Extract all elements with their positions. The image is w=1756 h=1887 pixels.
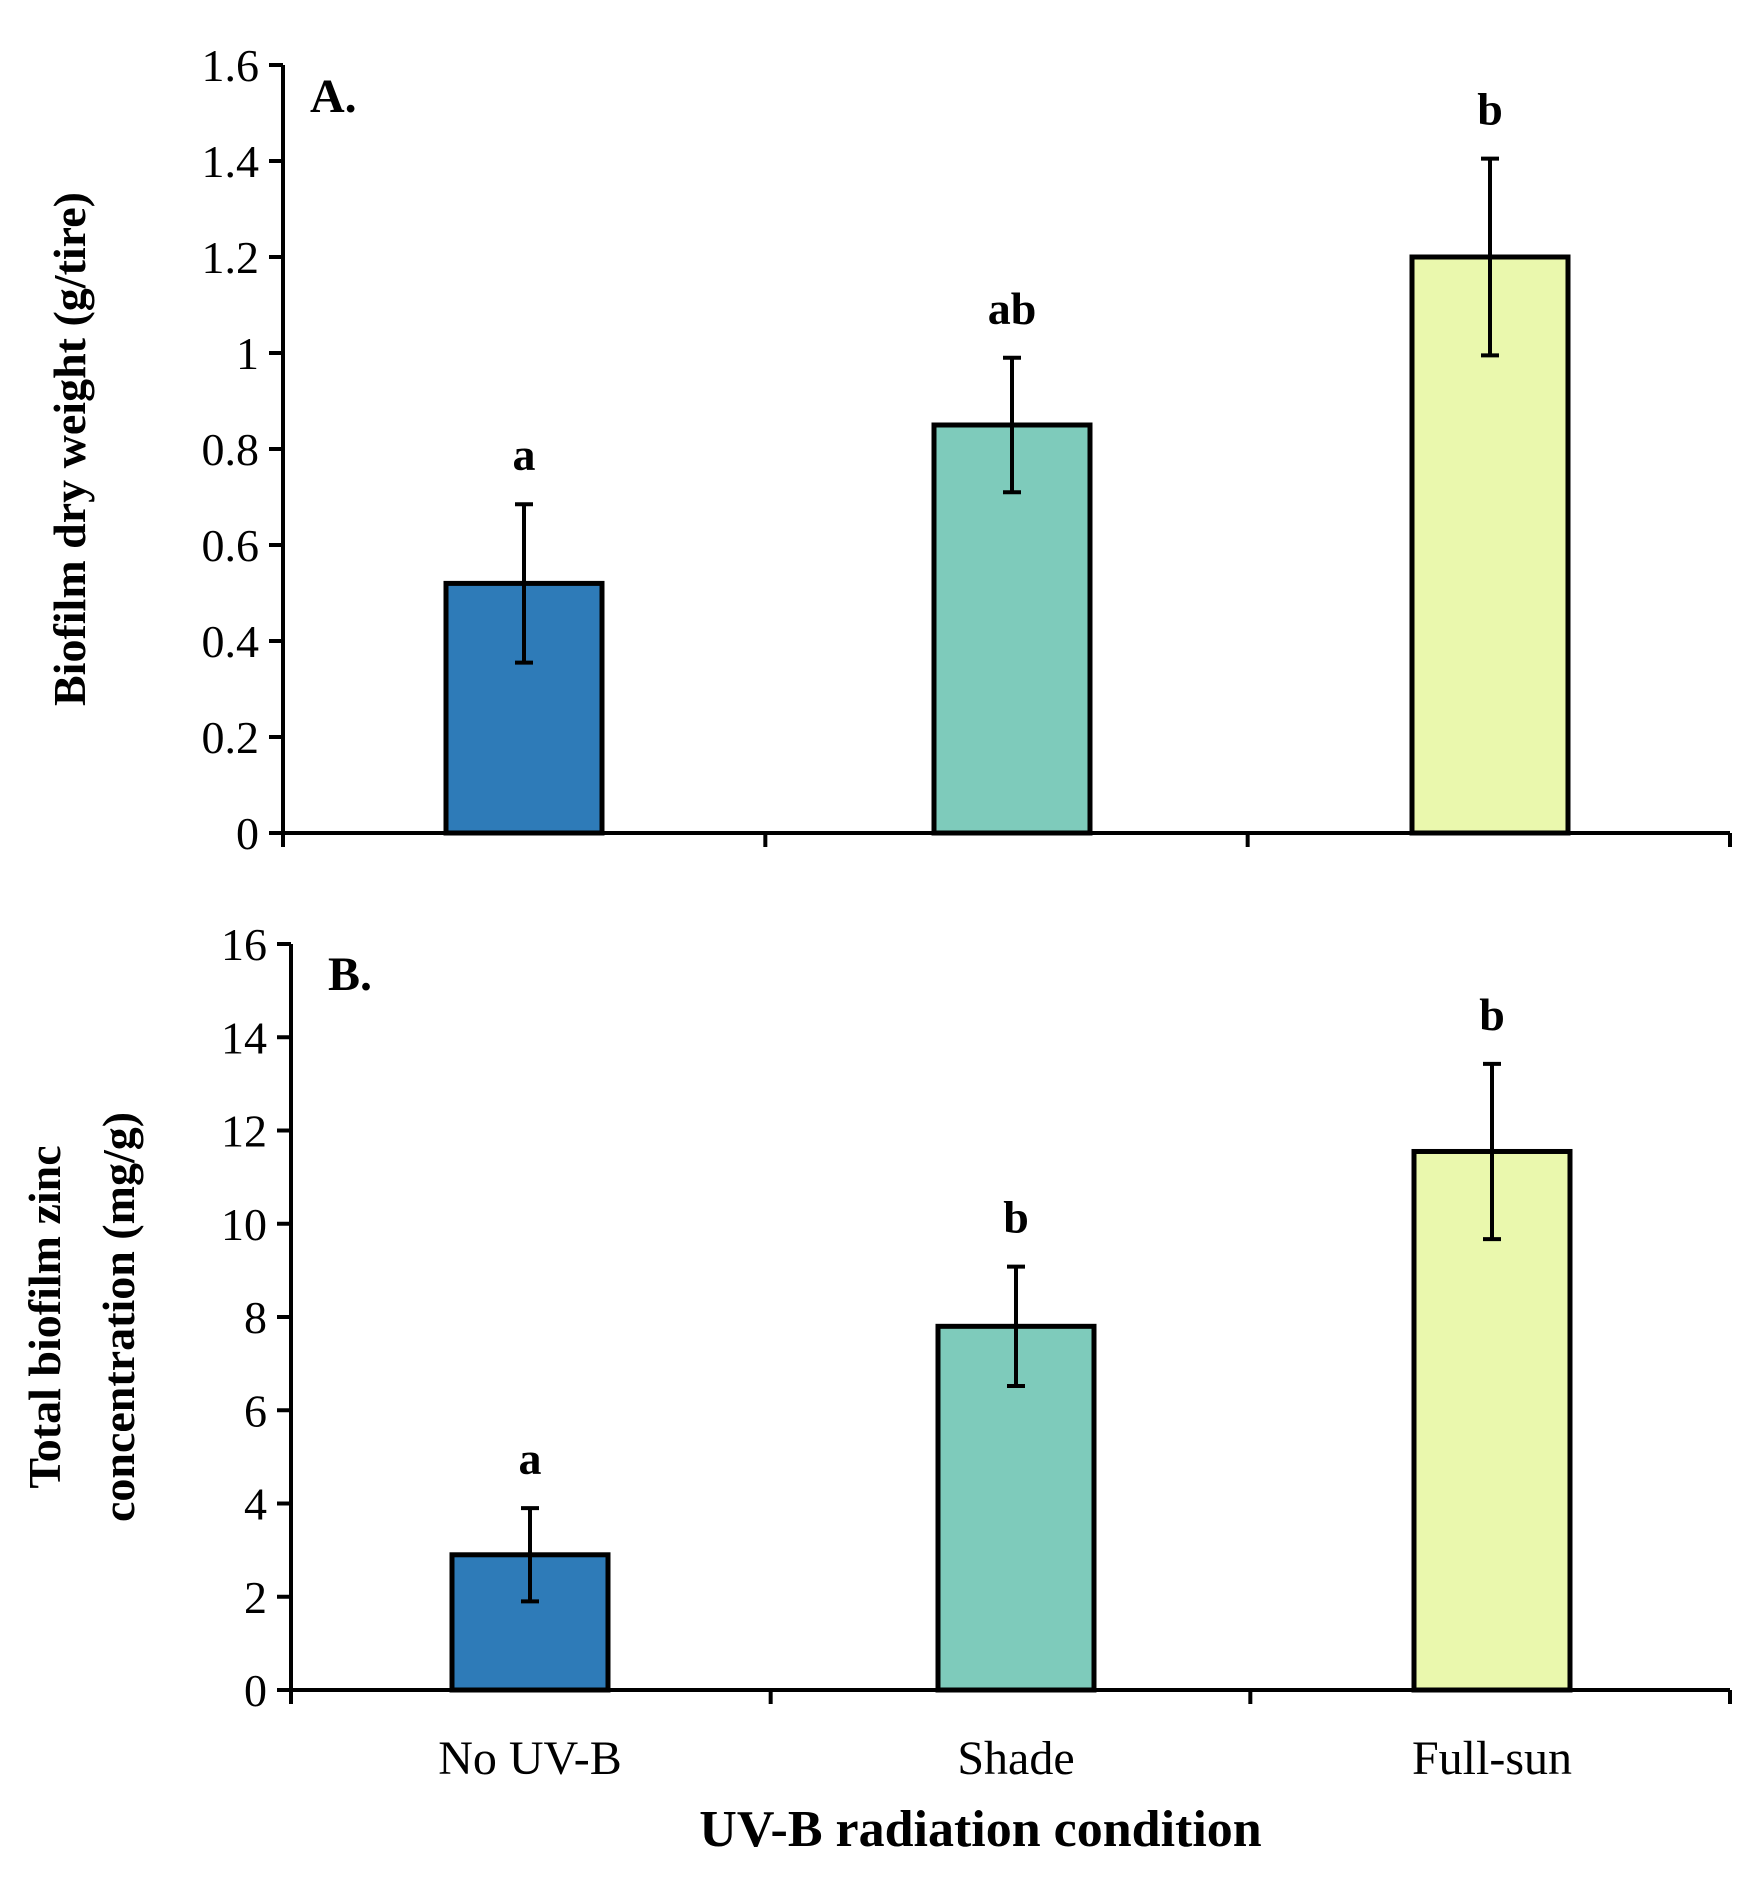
panel-a-y-tick-label: 0.6 (202, 520, 260, 571)
panel-b-y-axis-title-line-1: concentration (mg/g) (93, 1112, 144, 1522)
panel-b-y-tick-label: 6 (244, 1385, 267, 1436)
panel-b-y-tick-label: 12 (221, 1106, 267, 1157)
panel-a-y-tick-label: 0 (236, 808, 259, 859)
panel-b-bar-2 (1411, 1148, 1573, 1693)
panel-b-x-axis-title: UV-B radiation condition (699, 1801, 1262, 1858)
panel-a-significance-1: ab (988, 283, 1037, 334)
panel-a-y-tick-label: 1.2 (202, 232, 260, 283)
panel-a-y-tick-label: 1.6 (202, 40, 260, 91)
panel-a-chart: 0 0.2 0.4 0.6 0.8 1 1.2 1.4 1.6 a ab b A. Biofilm dry… (44, 40, 1732, 859)
panel-a-y-tick-label: 1 (236, 328, 259, 379)
panel-b-x-tick-label-0: No UV-B (438, 1732, 622, 1785)
panel-b-y-tick-label: 4 (244, 1479, 267, 1530)
panel-b-significance-0: a (519, 1433, 542, 1484)
panel-b-significance-2: b (1479, 989, 1505, 1040)
panel-a-y-tick-label: 0.2 (202, 712, 260, 763)
panel-b-label: B. (328, 948, 372, 1001)
panel-b-y-axis-title-line-0: Total biofilm zinc (19, 1145, 70, 1488)
panel-a-y-tick-label: 0.4 (202, 616, 260, 667)
panel-b-y-tick-label: 14 (221, 1012, 267, 1063)
panel-a-y-tick-label: 0.8 (202, 424, 260, 475)
panel-b-y-tick-label: 2 (244, 1572, 267, 1623)
panel-b-x-tick-label-1: Shade (957, 1732, 1074, 1785)
panel-b-x-tick-label-2: Full-sun (1412, 1732, 1572, 1785)
panel-b-chart: 0 2 4 6 8 10 12 14 16 a b b B. Total biofilm zinc conc… (19, 919, 1732, 1858)
panel-b-bar-0 (449, 1552, 611, 1693)
panel-a-y-tick-label: 1.4 (202, 136, 260, 187)
panel-b-y-tick-label: 16 (221, 919, 267, 970)
panel-b-y-tick-label: 10 (221, 1199, 267, 1250)
panel-a-label: A. (310, 70, 357, 123)
panel-a-significance-2: b (1477, 84, 1503, 135)
panel-b-y-tick-label: 0 (244, 1665, 267, 1716)
panel-a-y-axis-title: Biofilm dry weight (g/tire) (44, 192, 95, 706)
panel-b-y-tick-label: 8 (244, 1292, 267, 1343)
panel-b-significance-1: b (1003, 1192, 1029, 1243)
panel-a-significance-0: a (513, 429, 536, 480)
